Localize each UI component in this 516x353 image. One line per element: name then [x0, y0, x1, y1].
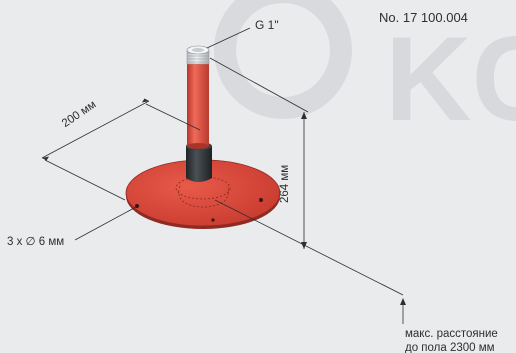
watermark: KC: [214, 0, 516, 146]
mounting-hole: [259, 198, 263, 202]
dimension-lines: [41, 27, 406, 324]
height-extension-top: [209, 57, 309, 113]
width-extension-left: [44, 159, 126, 201]
thread-fitting: [186, 45, 210, 65]
watermark-text: KC: [385, 12, 516, 146]
height-label: 264 мм: [279, 164, 291, 203]
floor-projection-line: [214, 199, 404, 296]
product-number: No. 17 100.004: [379, 10, 468, 25]
note-line-1: макс. расстояние: [405, 328, 498, 340]
thread-size-label: G 1": [255, 18, 279, 32]
floor-distance-note: макс. расстояние до пола 2300 мм: [405, 327, 498, 353]
watermark-ring: [214, 0, 352, 119]
width-dimension-line: [41, 100, 150, 159]
mounting-holes-label: 3 x ∅ 6 мм: [7, 236, 65, 248]
mounting-hole: [211, 218, 215, 222]
thread-leader-line: [206, 27, 251, 49]
flange-plate: [125, 159, 281, 229]
note-line-2: до пола 2300 мм: [405, 342, 495, 353]
holes-leader-line: [74, 206, 137, 241]
standpipe-tube: [187, 62, 209, 149]
width-extension-right: [145, 103, 201, 131]
